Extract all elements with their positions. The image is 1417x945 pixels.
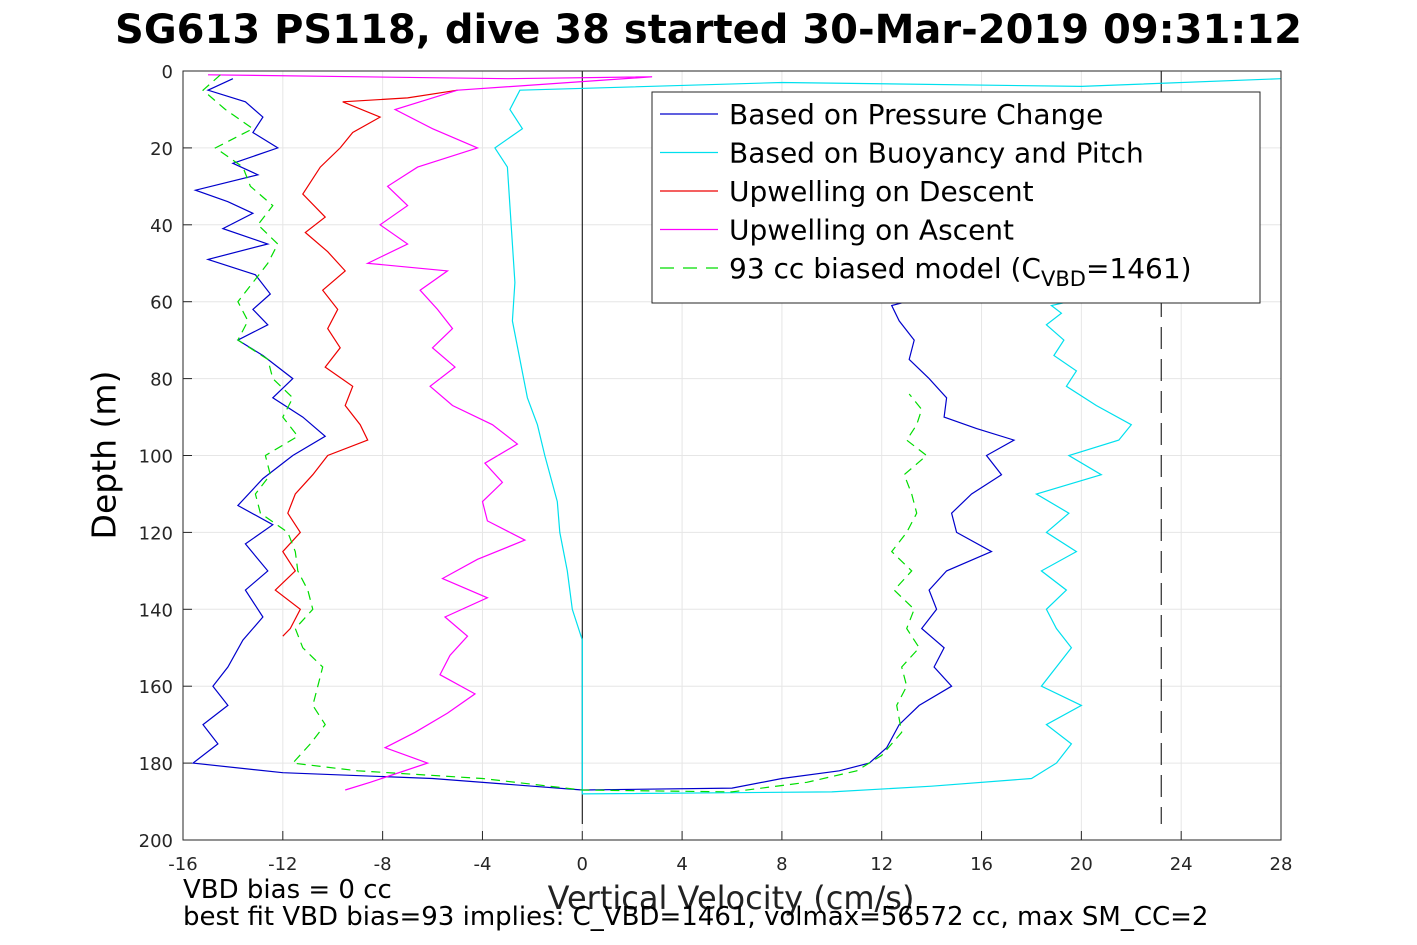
y-tick-label: 180 xyxy=(139,754,173,775)
legend-box xyxy=(651,91,1261,304)
y-tick-label: 200 xyxy=(139,831,173,852)
series-line-3 xyxy=(274,89,458,637)
legend-label-1: Based on Pressure Change xyxy=(729,98,1103,131)
legend-label-3: Upwelling on Descent xyxy=(729,175,1034,208)
y-tick-label: 160 xyxy=(139,677,173,698)
y-tick-label: 140 xyxy=(139,600,173,621)
x-tick-label: 24 xyxy=(1170,854,1193,875)
legend-label-4: Upwelling on Ascent xyxy=(729,214,1014,247)
footer-vbd-bias: VBD bias = 0 cc xyxy=(183,875,392,905)
x-tick-label: -12 xyxy=(268,854,297,875)
series-line-1 xyxy=(191,78,1016,791)
x-tick-label: 0 xyxy=(577,854,588,875)
y-axis-label: Depth (m) xyxy=(84,370,124,540)
series-line-5 xyxy=(202,74,928,793)
x-tick-label: 8 xyxy=(776,854,787,875)
x-tick-label: -8 xyxy=(374,854,392,875)
x-tick-label: 20 xyxy=(1070,854,1093,875)
legend: Based on Pressure Change Based on Buoyanc… xyxy=(651,91,1261,304)
x-axis-label: Vertical Velocity (cm/s) xyxy=(547,879,915,917)
y-tick-label: 80 xyxy=(150,370,173,391)
x-tick-label: 4 xyxy=(676,854,687,875)
data-series xyxy=(191,74,1282,795)
chart-title: SG613 PS118, dive 38 started 30-Mar-2019… xyxy=(115,7,1302,53)
series-line-2 xyxy=(494,78,1282,795)
y-tick-label: 120 xyxy=(139,523,173,544)
y-tick-label: 100 xyxy=(139,447,173,468)
x-tick-label: 16 xyxy=(970,854,993,875)
footer-best-fit: best fit VBD bias=93 implies: C_VBD=1461… xyxy=(183,902,1209,932)
y-tick-label: 20 xyxy=(150,139,173,160)
x-tick-label: 12 xyxy=(870,854,893,875)
x-tick-label: 28 xyxy=(1270,854,1293,875)
x-tick-label: -16 xyxy=(168,854,197,875)
y-tick-label: 60 xyxy=(150,293,173,314)
series-line-4 xyxy=(207,74,653,791)
x-tick-label: -4 xyxy=(473,854,491,875)
x-axis-ticks: -16 -12 -8 -4 0 4 8 12 16 20 24 28 xyxy=(168,831,1292,875)
y-axis-ticks: 0 20 40 60 80 100 120 140 160 180 200 xyxy=(139,62,192,852)
y-tick-label: 0 xyxy=(162,62,173,83)
y-tick-label: 40 xyxy=(150,216,173,237)
legend-label-2: Based on Buoyancy and Pitch xyxy=(729,137,1144,170)
legend-label-5: 93 cc biased model (CVBD=1461) xyxy=(729,252,1192,291)
